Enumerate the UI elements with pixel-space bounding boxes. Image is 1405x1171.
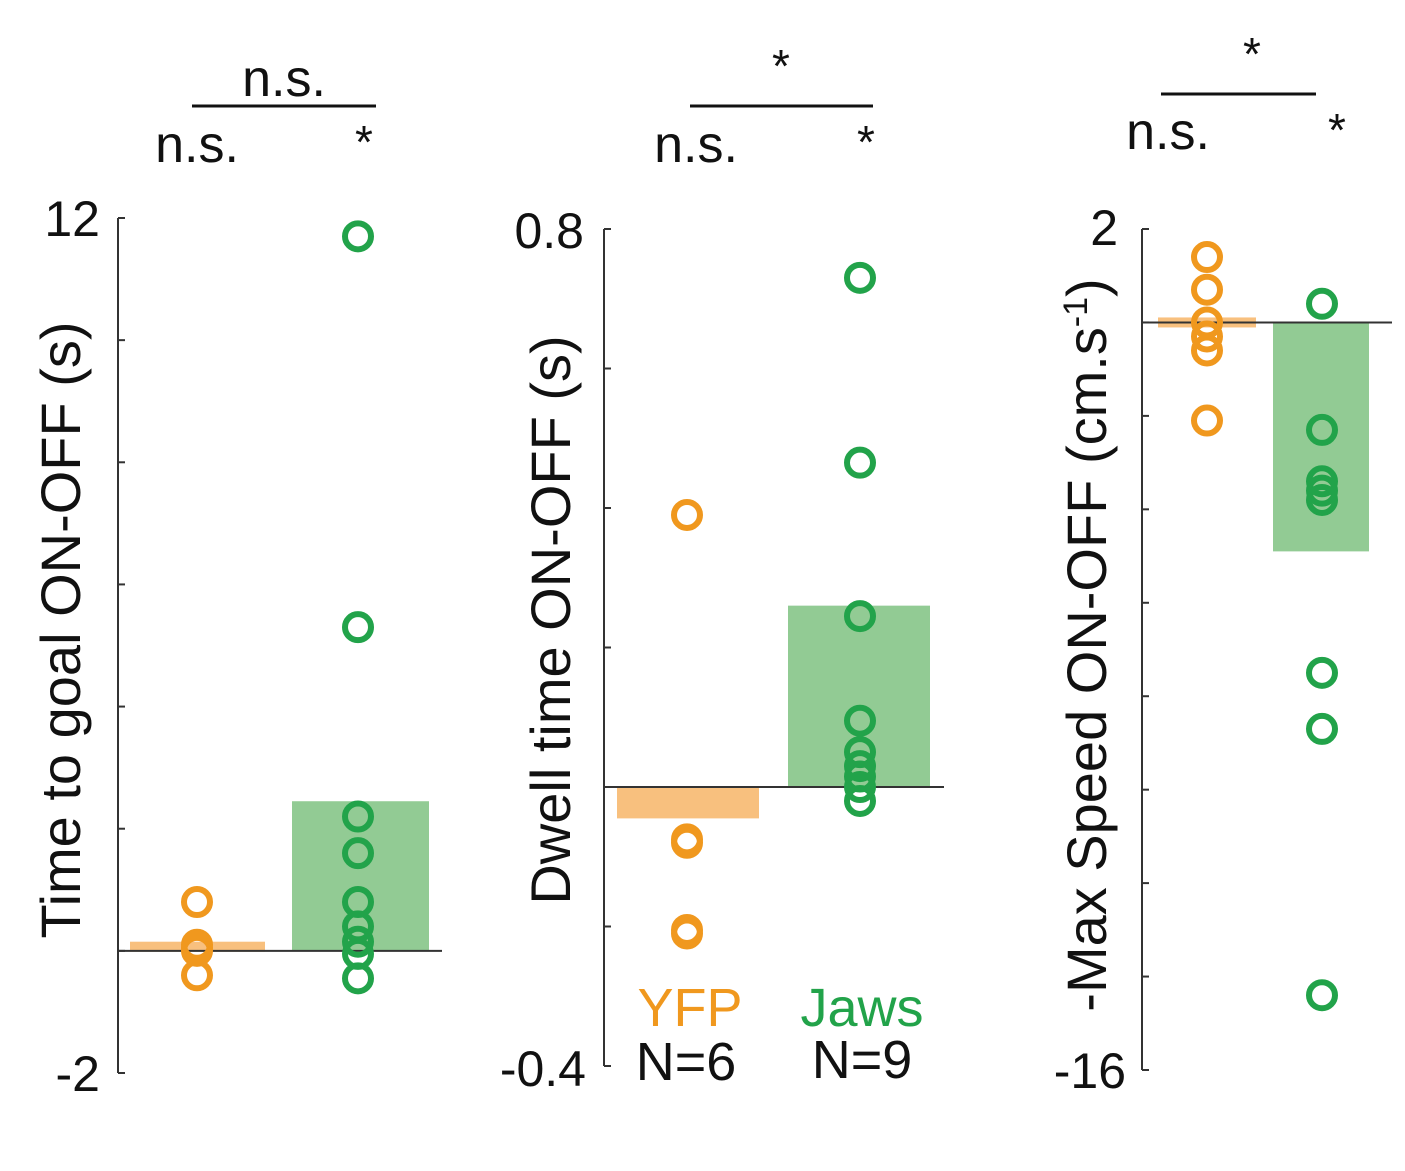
panel-max-speed: * n.s. * -Max Speed ON-OFF (cm.s-1) 2 -1…	[1054, 28, 1392, 1099]
jaws-data-point	[844, 750, 876, 783]
jaws-data-point	[844, 784, 876, 817]
sample-size-jaws: N=9	[812, 1030, 913, 1090]
jaws-significance-label: *	[857, 116, 875, 168]
jaws-data-point	[1306, 979, 1338, 1012]
between-significance-label: n.s.	[242, 50, 326, 108]
jaws-mean-bar	[1273, 322, 1369, 552]
data-points	[671, 261, 876, 950]
y-axis-ticks	[118, 217, 125, 1074]
panel-dwell-time: * n.s. * Dwell time ON-OFF (s) 0.8 -0.4 …	[500, 40, 944, 1097]
sample-size-yfp: N=6	[636, 1032, 737, 1092]
between-significance-label: *	[772, 40, 790, 92]
y-axis-label: Dwell time ON-OFF (s)	[519, 335, 582, 904]
jaws-data-point	[342, 837, 374, 870]
yfp-significance-label: n.s.	[654, 116, 738, 174]
group-label-yfp: YFP	[637, 978, 742, 1038]
y-axis-ticks	[604, 228, 611, 1067]
y-tick-label-bottom: -0.4	[500, 1041, 586, 1097]
jaws-data-point	[844, 261, 876, 294]
data-points	[1191, 241, 1338, 1012]
jaws-significance-label: *	[355, 116, 373, 168]
jaws-data-point	[1306, 483, 1338, 516]
jaws-mean-bar	[788, 605, 930, 787]
jaws-data-point	[1306, 465, 1338, 498]
yfp-significance-label: n.s.	[1126, 103, 1210, 161]
jaws-data-point	[844, 704, 876, 737]
yfp-data-point	[671, 498, 703, 531]
y-tick-label-bottom: -2	[56, 1046, 100, 1102]
y-tick-label-top: 12	[44, 191, 100, 247]
jaws-data-point	[844, 771, 876, 803]
y-tick-label-top: 0.8	[514, 203, 584, 259]
jaws-data-point	[1306, 656, 1338, 689]
between-significance-label: *	[1243, 28, 1261, 80]
y-tick-label-bottom: -16	[1054, 1043, 1126, 1099]
jaws-data-point	[844, 600, 876, 633]
yfp-data-point	[671, 917, 703, 950]
jaws-data-point	[342, 220, 374, 253]
yfp-data-point	[1191, 404, 1223, 437]
data-points	[181, 220, 374, 995]
yfp-significance-label: n.s.	[155, 116, 239, 174]
y-axis-label: -Max Speed ON-OFF (cm.s-1)	[1055, 278, 1118, 1011]
jaws-significance-label: *	[1328, 104, 1346, 156]
jaws-data-point	[1306, 712, 1338, 745]
jaws-data-point	[1306, 474, 1338, 507]
jaws-data-point	[844, 446, 876, 479]
jaws-data-point	[1306, 413, 1338, 446]
yfp-data-point	[1191, 320, 1223, 353]
yfp-data-point	[1191, 241, 1223, 274]
panel-time-to-goal: n.s. n.s. * Time to goal ON-OFF (s) 12 -…	[29, 50, 442, 1102]
yfp-data-point	[181, 886, 213, 918]
y-tick-label-top: 2	[1090, 200, 1118, 256]
yfp-mean-bar	[130, 941, 265, 952]
jaws-data-point	[342, 925, 374, 958]
yfp-data-point	[1191, 334, 1223, 367]
jaws-data-point	[1306, 287, 1338, 320]
jaws-data-point	[342, 962, 374, 995]
y-axis-label: Time to goal ON-OFF (s)	[29, 321, 92, 938]
yfp-data-point	[671, 823, 703, 856]
y-axis-ticks	[1142, 228, 1149, 1071]
yfp-data-point	[1191, 273, 1223, 306]
jaws-data-point	[342, 800, 374, 833]
jaws-data-point	[342, 611, 374, 644]
yfp-data-point	[181, 959, 213, 992]
group-label-jaws: Jaws	[800, 978, 923, 1038]
yfp-mean-bar	[617, 787, 759, 819]
